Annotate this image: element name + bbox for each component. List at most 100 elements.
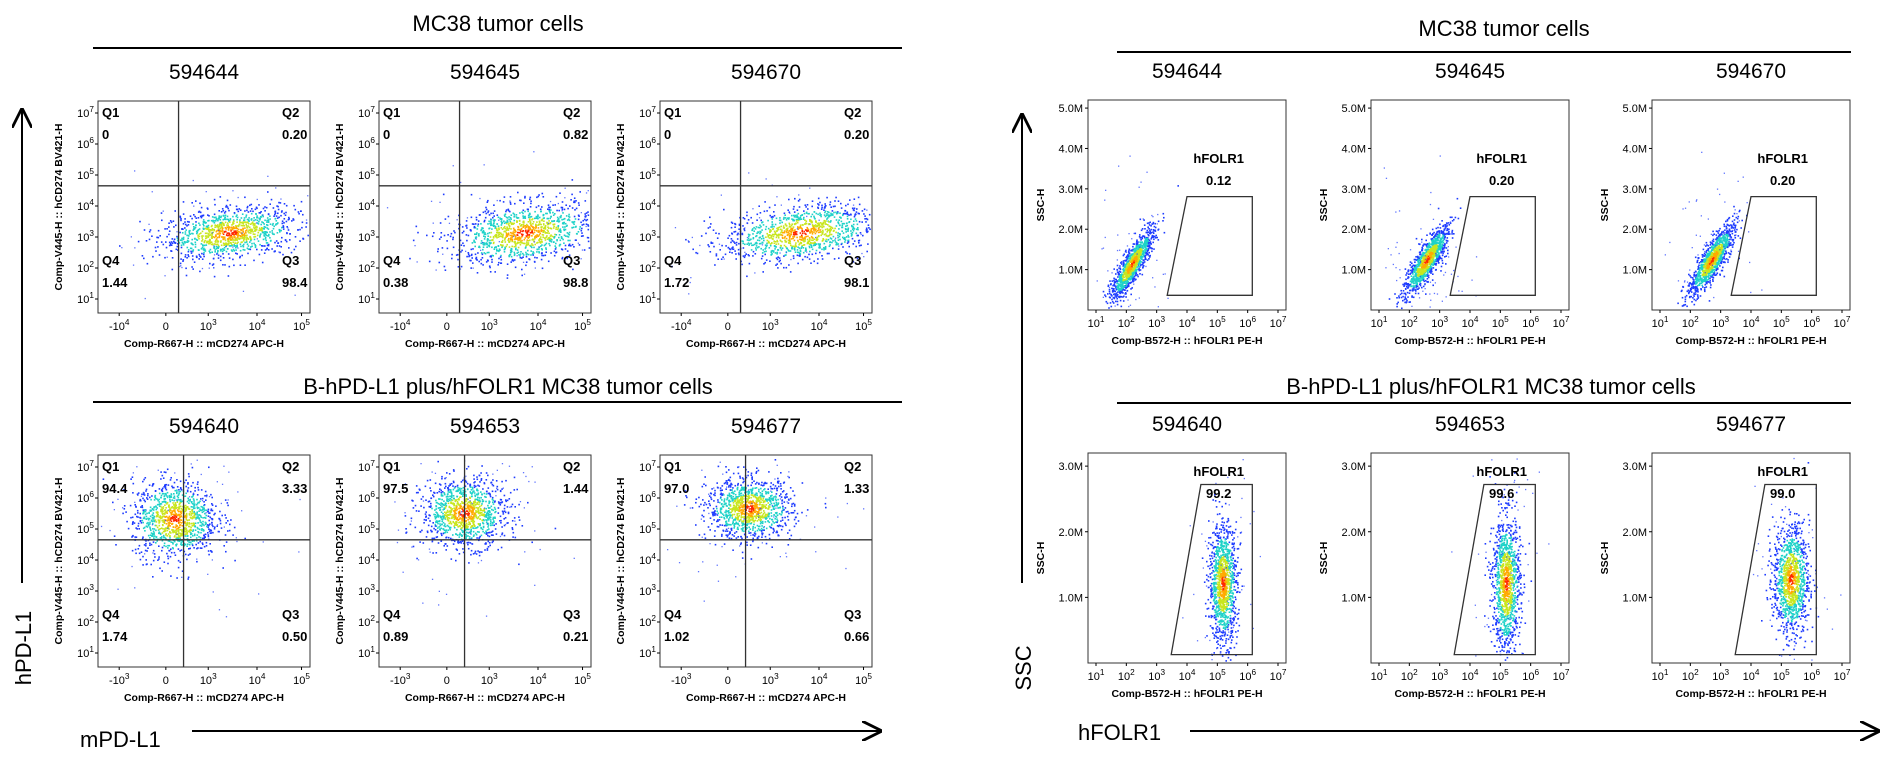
cell-event	[196, 217, 198, 219]
cell-event	[530, 206, 532, 208]
cell-event	[187, 543, 189, 545]
cell-event	[857, 235, 859, 237]
cell-event	[801, 243, 803, 245]
cell-event	[209, 263, 211, 265]
cell-event	[579, 228, 581, 230]
cell-event	[564, 197, 565, 198]
cell-event	[178, 560, 180, 562]
cell-event	[534, 211, 536, 213]
cell-event	[242, 228, 244, 230]
cell-event	[180, 481, 182, 483]
cell-event	[802, 240, 804, 242]
cell-event	[863, 256, 864, 257]
cell-event	[578, 202, 580, 204]
cell-event	[186, 225, 188, 227]
cell-event	[769, 215, 771, 217]
cell-event	[828, 239, 830, 241]
cell-event	[192, 255, 194, 257]
cell-event	[571, 221, 573, 223]
cell-event	[242, 225, 244, 227]
cell-event	[582, 224, 584, 226]
cell-event	[278, 242, 280, 244]
cell-event	[261, 249, 263, 251]
cell-event	[755, 249, 757, 251]
cell-event	[264, 206, 266, 208]
cell-event	[813, 216, 815, 218]
cell-event	[554, 220, 556, 222]
cell-event	[181, 577, 182, 578]
cell-event	[810, 242, 812, 244]
cell-event	[820, 214, 822, 216]
cell-event	[764, 251, 766, 253]
cell-event	[574, 221, 576, 223]
cell-event	[247, 243, 249, 245]
cell-event	[147, 495, 149, 497]
cell-event	[510, 228, 512, 230]
cell-event	[551, 228, 553, 230]
cell-event	[556, 196, 558, 198]
cell-event	[801, 231, 803, 233]
cell-event	[575, 226, 577, 228]
cell-event	[546, 222, 548, 224]
cell-event	[227, 216, 229, 218]
cell-event	[191, 509, 193, 511]
cell-event	[219, 223, 221, 225]
cell-event	[212, 526, 214, 528]
cell-event	[189, 519, 191, 521]
cell-event	[789, 226, 791, 228]
cell-event	[824, 214, 826, 216]
cell-event	[191, 523, 193, 525]
cell-event	[244, 249, 246, 251]
cell-event	[189, 553, 191, 555]
cell-event	[476, 236, 478, 238]
cell-event	[574, 216, 576, 218]
y-axis-title: Comp-V445-H :: hCD274 BV421-H	[334, 124, 346, 291]
cell-event	[453, 165, 454, 166]
cell-event	[228, 210, 230, 212]
cell-event	[186, 533, 188, 535]
cell-event	[504, 237, 506, 239]
cell-event	[789, 235, 791, 237]
cell-event	[215, 235, 217, 237]
cell-event	[180, 561, 182, 563]
cell-event	[263, 208, 265, 210]
cell-event	[147, 518, 149, 520]
cell-event	[227, 208, 229, 210]
cell-event	[554, 245, 556, 247]
cell-event	[135, 506, 137, 508]
cell-event	[554, 236, 556, 238]
cell-event	[133, 265, 134, 266]
cell-event	[501, 236, 503, 238]
cell-event	[848, 246, 850, 248]
cell-event	[846, 223, 848, 225]
cell-event	[269, 231, 271, 233]
cell-event	[203, 256, 205, 258]
cell-event	[843, 232, 845, 234]
cell-event	[779, 260, 781, 262]
cell-event	[817, 258, 819, 260]
cell-event	[439, 238, 441, 240]
cell-event	[148, 535, 150, 537]
cell-event	[794, 229, 796, 231]
cell-event	[206, 495, 208, 497]
quadrant-percent: 98.1	[844, 275, 869, 290]
cell-event	[190, 517, 192, 519]
cell-event	[235, 233, 237, 235]
cell-event	[211, 225, 213, 227]
cell-event	[532, 223, 534, 225]
cell-event	[248, 225, 250, 227]
cell-event	[176, 489, 178, 491]
cell-event	[813, 231, 815, 233]
cell-event	[480, 491, 482, 493]
cell-event	[791, 232, 793, 234]
cell-event	[558, 218, 560, 220]
cell-event	[518, 238, 520, 240]
cell-event	[257, 220, 259, 222]
cell-event	[750, 239, 752, 241]
cell-event	[478, 261, 480, 263]
cell-event	[562, 207, 564, 209]
cell-event	[169, 545, 171, 547]
cell-event	[214, 243, 216, 245]
y-tick-label: 102	[77, 614, 94, 629]
cell-event	[822, 224, 824, 226]
